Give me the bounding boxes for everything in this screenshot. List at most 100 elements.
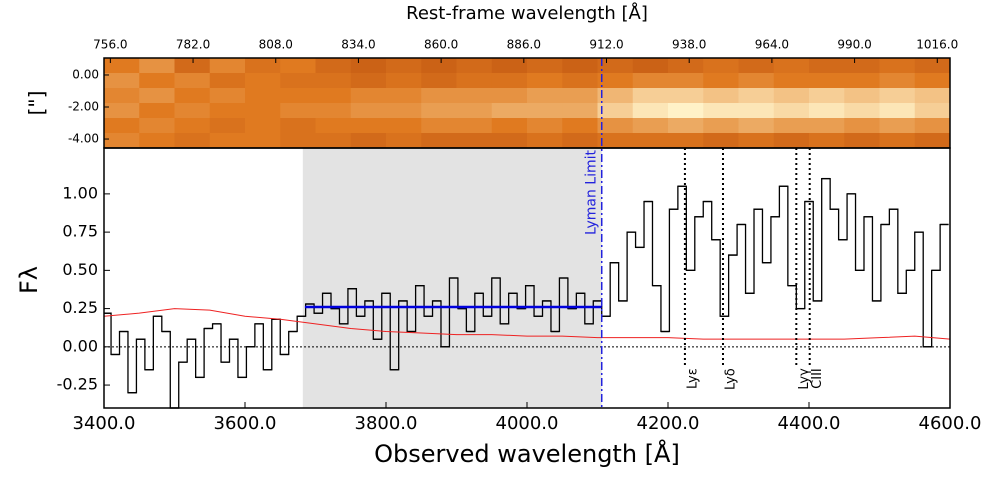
image-cell: [562, 73, 598, 89]
image-cell: [632, 73, 669, 89]
image-cell: [632, 88, 669, 104]
image-cell: [245, 58, 281, 74]
image-cell: [315, 103, 352, 119]
image-cell: [386, 103, 422, 119]
top-tick-label: 886.0: [507, 38, 541, 52]
image-cell: [738, 133, 775, 149]
x-tick-label: 3400.0: [73, 413, 136, 434]
top-tick-label: 1016.0: [916, 38, 958, 52]
image-cell: [562, 103, 598, 119]
image-cell: [773, 73, 810, 89]
image-cell: [491, 88, 528, 104]
spectral-line-label: Lyδ: [723, 368, 738, 390]
image-cell: [280, 133, 316, 149]
image-cell: [879, 88, 916, 104]
image-cell: [668, 88, 704, 104]
image-cell: [668, 133, 704, 149]
image-cell: [315, 133, 352, 149]
top-tick-label: 912.0: [589, 38, 623, 52]
image-cell: [809, 133, 845, 149]
image-cell: [914, 118, 951, 134]
image-cell: [491, 103, 528, 119]
image-cell: [245, 118, 281, 134]
image-cell: [209, 58, 246, 74]
image-cell: [174, 88, 211, 104]
image-cell: [386, 118, 422, 134]
image-cell: [350, 103, 387, 119]
image-cell: [421, 133, 457, 149]
image-cell: [703, 58, 739, 74]
image-y-tick-label: 0.00: [72, 67, 99, 81]
image-cell: [879, 58, 916, 74]
image-cell: [809, 58, 845, 74]
image-cell: [174, 133, 211, 149]
image-cell: [914, 103, 951, 119]
image-cell: [421, 88, 457, 104]
image-cell: [139, 133, 175, 149]
y-tick-label: 1.00: [62, 183, 98, 202]
image-cell: [280, 73, 316, 89]
image-cell: [562, 88, 598, 104]
image-cell: [597, 88, 634, 104]
lyman-limit-label: Lyman Limit: [584, 149, 600, 235]
image-cell: [280, 58, 316, 74]
image-cell: [139, 103, 175, 119]
image-cell: [280, 88, 316, 104]
image-cell: [809, 73, 845, 89]
image-cell: [174, 58, 211, 74]
image-cell: [773, 88, 810, 104]
image-cell: [597, 133, 634, 149]
image-cell: [456, 73, 493, 89]
image-cell: [597, 103, 634, 119]
image-cell: [350, 133, 387, 149]
image-cell: [350, 73, 387, 89]
image-cell: [280, 118, 316, 134]
image-cell: [491, 118, 528, 134]
image-cell: [491, 73, 528, 89]
image-cell: [491, 133, 528, 149]
image-cell: [386, 133, 422, 149]
image-cell: [139, 118, 175, 134]
image-cell: [315, 58, 352, 74]
image-cell: [879, 73, 916, 89]
x-axis-title: Observed wavelength [Å]: [374, 439, 680, 468]
y-tick-label: -0.25: [57, 375, 98, 394]
top-tick-label: 990.0: [837, 38, 871, 52]
image-cell: [738, 58, 775, 74]
image-cell: [773, 133, 810, 149]
image-cell: [456, 88, 493, 104]
x-tick-label: 3600.0: [214, 413, 277, 434]
image-cell: [527, 118, 563, 134]
image-cell: [209, 103, 246, 119]
y-axis-title: Fλ: [15, 266, 43, 294]
image-y-tick-label: -4.00: [68, 132, 99, 146]
image-cell: [738, 103, 775, 119]
image-cell: [597, 118, 634, 134]
image-cell: [104, 133, 140, 149]
image-cell: [914, 133, 951, 149]
image-cell: [491, 58, 528, 74]
image-cell: [104, 88, 140, 104]
image-cell: [386, 58, 422, 74]
spectral-line-label: CIII: [810, 368, 825, 389]
image-cell: [456, 133, 493, 149]
image-cell: [562, 58, 598, 74]
image-cell: [245, 73, 281, 89]
image-cell: [245, 133, 281, 149]
image-cell: [597, 58, 634, 74]
image-cell: [562, 118, 598, 134]
image-cell: [668, 73, 704, 89]
image-cell: [456, 103, 493, 119]
step-outline: [104, 177, 949, 409]
image-cell: [315, 73, 352, 89]
image-cell: [245, 103, 281, 119]
x-tick-label: 4200.0: [637, 413, 700, 434]
image-cell: [527, 73, 563, 89]
image-cell: [703, 103, 739, 119]
image-cell: [280, 103, 316, 119]
image-cell: [809, 103, 845, 119]
image-cell: [174, 103, 211, 119]
image-cell: [421, 58, 457, 74]
x-tick-label: 3800.0: [355, 413, 418, 434]
image-cell: [456, 118, 493, 134]
